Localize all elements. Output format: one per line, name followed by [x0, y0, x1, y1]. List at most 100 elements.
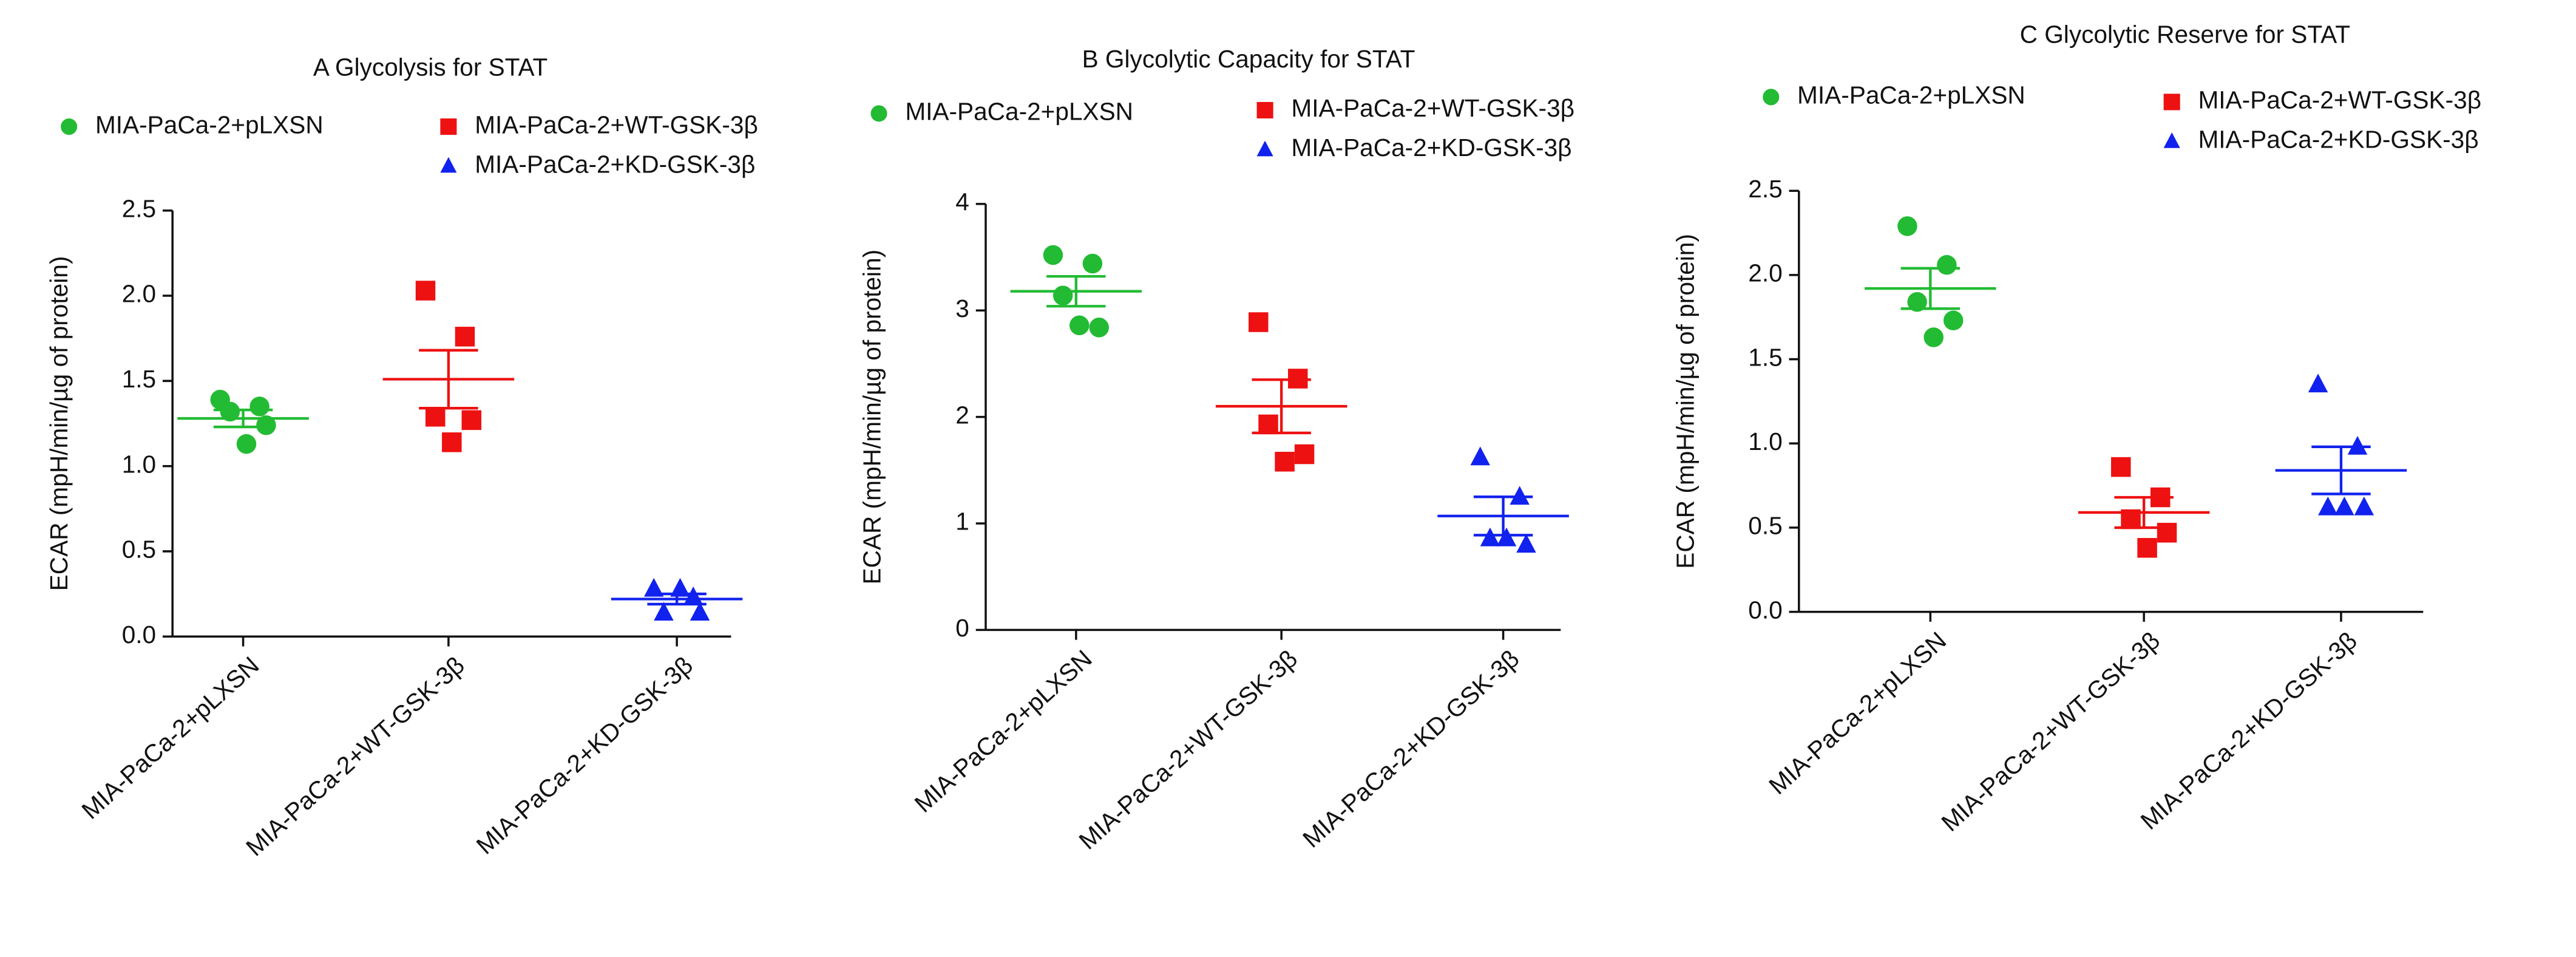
x-tick-label: MIA-PaCa-2+WT-GSK-3β: [1936, 626, 2165, 837]
y-axis-label: ECAR (mpH/min/µg of protein): [858, 250, 886, 585]
point: [654, 602, 674, 621]
legend-label: MIA-PaCa-2+WT-GSK-3β: [1291, 94, 1574, 122]
y-tick-label: 2.5: [122, 194, 156, 222]
legend-marker: [870, 105, 887, 122]
point: [461, 410, 482, 431]
y-tick-label: 0.5: [1748, 512, 1782, 540]
y-tick-label: 0.5: [122, 536, 156, 564]
y-tick-label: 2: [955, 401, 969, 429]
point: [690, 602, 710, 621]
point: [1897, 216, 1917, 236]
y-axis-label: ECAR (mpH/min/µg of protein): [45, 256, 73, 591]
legend-label: MIA-PaCa-2+pLXSN: [905, 98, 1133, 126]
y-tick-label: 1.0: [122, 450, 156, 478]
point: [1294, 444, 1315, 465]
point: [415, 281, 436, 301]
error-bar: [1900, 267, 1961, 310]
point: [1249, 312, 1269, 332]
y-tick-label: 0: [955, 614, 969, 642]
point: [1470, 446, 1490, 466]
y-tick-label: 2.0: [122, 280, 156, 308]
point: [1510, 486, 1530, 505]
legend-marker: [1256, 101, 1273, 119]
y-tick-label: 1: [955, 508, 969, 536]
error-bar: [647, 592, 707, 606]
y-tick-label: 1.5: [122, 365, 156, 393]
x-tick-label: MIA-PaCa-2+KD-GSK-3β: [1297, 644, 1524, 853]
error-bar: [1046, 274, 1106, 308]
legend-label: MIA-PaCa-2+pLXSN: [95, 111, 324, 138]
error-bar: [1252, 378, 1311, 435]
legend-label: MIA-PaCa-2+KD-GSK-3β: [475, 150, 755, 178]
point: [644, 577, 664, 597]
x-tick-label: MIA-PaCa-2+WT-GSK-3β: [240, 651, 470, 862]
point: [249, 397, 269, 417]
legend-label: MIA-PaCa-2+KD-GSK-3β: [2198, 126, 2478, 154]
legend-marker: [440, 157, 457, 173]
point: [1082, 253, 1103, 274]
point: [670, 577, 690, 597]
point: [1937, 254, 1957, 275]
error-bar: [213, 408, 273, 429]
point: [1924, 327, 1944, 347]
legend-marker: [61, 118, 78, 135]
chart-title: B Glycolytic Capacity for STAT: [1082, 45, 1415, 73]
point: [1907, 292, 1927, 312]
legend-label: MIA-PaCa-2+pLXSN: [1797, 81, 2025, 109]
x-tick-label: MIA-PaCa-2+WT-GSK-3β: [1073, 644, 1303, 855]
legend-marker: [440, 118, 457, 135]
legend-label: MIA-PaCa-2+WT-GSK-3β: [475, 111, 758, 138]
point: [1516, 534, 1536, 553]
error-bar: [2311, 445, 2371, 496]
legend-marker: [1256, 140, 1273, 157]
y-tick-label: 4: [955, 188, 969, 216]
point: [1089, 318, 1109, 338]
y-tick-label: 2.5: [1748, 175, 1782, 203]
legend-label: MIA-PaCa-2+KD-GSK-3β: [1291, 134, 1571, 162]
error-bar: [419, 349, 478, 410]
point: [2318, 496, 2338, 516]
point: [442, 432, 462, 452]
x-tick-label: MIA-PaCa-2+pLXSN: [76, 651, 264, 825]
legend-marker: [2163, 94, 2180, 111]
y-tick-label: 0.0: [122, 621, 156, 649]
point: [455, 327, 475, 347]
point: [2308, 373, 2328, 393]
point: [220, 401, 240, 422]
error-bar: [2114, 496, 2174, 530]
y-tick-label: 0.0: [1748, 596, 1782, 624]
point: [256, 415, 276, 435]
point: [1496, 527, 1517, 547]
y-tick-label: 3: [955, 295, 969, 322]
point: [1275, 452, 1295, 472]
chart-title: C Glycolytic Reserve for STAT: [2020, 20, 2350, 48]
point: [236, 434, 257, 454]
point: [1943, 310, 1964, 331]
point: [1069, 315, 1090, 336]
x-tick-label: MIA-PaCa-2+pLXSN: [1763, 626, 1951, 800]
point: [2111, 457, 2131, 477]
point: [2334, 496, 2354, 516]
x-tick-label: MIA-PaCa-2+KD-GSK-3β: [471, 651, 698, 860]
y-tick-label: 2.0: [1748, 259, 1782, 287]
y-tick-label: 1.5: [1748, 343, 1782, 371]
point: [2347, 435, 2368, 455]
y-tick-label: 1.0: [1748, 427, 1782, 455]
y-axis-label: ECAR (mpH/min/µg of protein): [1671, 234, 1699, 569]
legend-marker: [2163, 132, 2180, 148]
point: [1480, 527, 1500, 547]
point: [2157, 522, 2177, 543]
point: [425, 406, 446, 427]
legend-marker: [1763, 89, 1780, 106]
point: [1052, 285, 1073, 305]
x-tick-label: MIA-PaCa-2+KD-GSK-3β: [2135, 626, 2362, 835]
point: [683, 586, 703, 605]
legend-label: MIA-PaCa-2+WT-GSK-3β: [2198, 86, 2481, 114]
x-tick-label: MIA-PaCa-2+pLXSN: [909, 644, 1097, 818]
chart-title: A Glycolysis for STAT: [313, 53, 547, 81]
error-bar: [1473, 496, 1533, 537]
point: [2137, 537, 2157, 558]
point: [1258, 414, 1278, 435]
point: [2354, 496, 2374, 516]
